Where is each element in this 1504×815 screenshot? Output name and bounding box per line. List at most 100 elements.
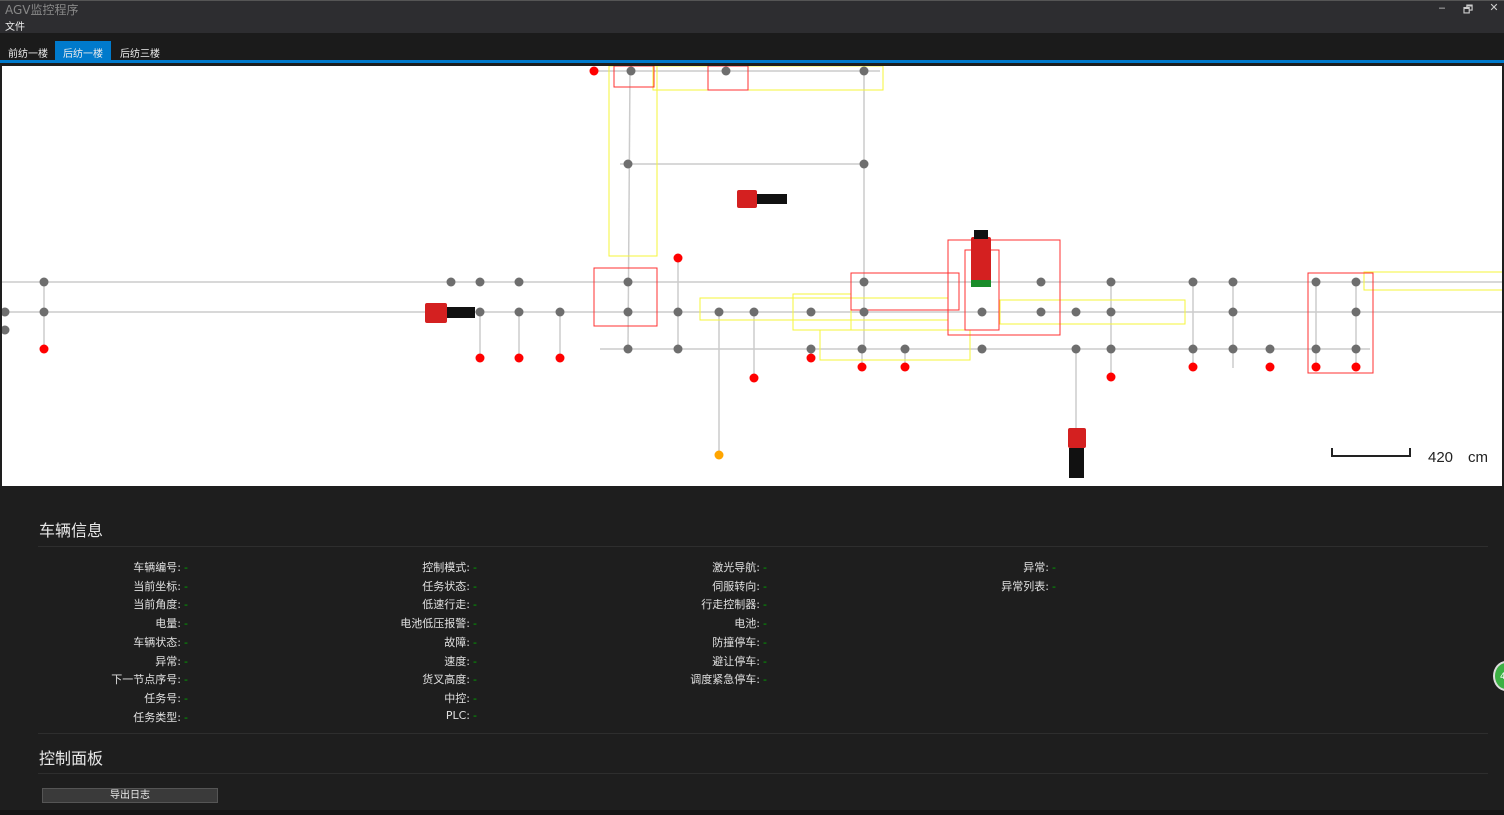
map-node[interactable] bbox=[1351, 344, 1361, 354]
map-node[interactable] bbox=[806, 307, 816, 317]
map-node[interactable] bbox=[673, 344, 683, 354]
map-node[interactable] bbox=[514, 353, 524, 363]
map-node[interactable] bbox=[623, 307, 633, 317]
map-node[interactable] bbox=[1036, 277, 1046, 287]
field-value: - bbox=[763, 579, 767, 593]
field-label: 速度: bbox=[444, 654, 470, 668]
agv-fork[interactable] bbox=[1069, 448, 1084, 478]
field-label: 避让停车: bbox=[712, 654, 760, 668]
map-node[interactable] bbox=[1188, 344, 1198, 354]
map-node[interactable] bbox=[806, 353, 816, 363]
map-node[interactable] bbox=[1106, 277, 1116, 287]
map-node[interactable] bbox=[859, 159, 869, 169]
zone-yellow bbox=[819, 329, 971, 361]
agv-map[interactable] bbox=[2, 66, 1502, 486]
map-node[interactable] bbox=[1228, 277, 1238, 287]
map-node[interactable] bbox=[749, 373, 759, 383]
map-node[interactable] bbox=[589, 66, 599, 76]
field-value: - bbox=[1052, 579, 1056, 593]
map-node[interactable] bbox=[749, 307, 759, 317]
tab-floor-2[interactable]: 后纺一楼 bbox=[55, 41, 111, 60]
field-label: 故障: bbox=[444, 635, 470, 649]
info-field: 任务类型: - bbox=[61, 709, 188, 725]
agv-status-indicator[interactable] bbox=[971, 280, 991, 287]
map-node[interactable] bbox=[1228, 307, 1238, 317]
map-node[interactable] bbox=[977, 344, 987, 354]
map-node[interactable] bbox=[2, 325, 10, 335]
map-node[interactable] bbox=[1188, 362, 1198, 372]
map-node[interactable] bbox=[514, 277, 524, 287]
map-node[interactable] bbox=[623, 344, 633, 354]
map-node[interactable] bbox=[673, 307, 683, 317]
map-node[interactable] bbox=[977, 307, 987, 317]
map-node[interactable] bbox=[1311, 344, 1321, 354]
info-field: 伺服转向: - bbox=[640, 578, 767, 594]
map-node[interactable] bbox=[673, 253, 683, 263]
agv-fork[interactable] bbox=[447, 307, 475, 318]
map-node[interactable] bbox=[714, 450, 724, 460]
map-node[interactable] bbox=[39, 344, 49, 354]
field-value: - bbox=[473, 654, 477, 668]
map-node[interactable] bbox=[1351, 277, 1361, 287]
map-node[interactable] bbox=[900, 344, 910, 354]
map-node[interactable] bbox=[2, 307, 10, 317]
map-node[interactable] bbox=[721, 66, 731, 76]
agv-vehicle[interactable] bbox=[1068, 428, 1086, 448]
map-node[interactable] bbox=[859, 66, 869, 76]
map-node[interactable] bbox=[475, 353, 485, 363]
agv-vehicle[interactable] bbox=[737, 190, 757, 208]
map-node[interactable] bbox=[514, 307, 524, 317]
map-node[interactable] bbox=[39, 277, 49, 287]
map-node[interactable] bbox=[1188, 277, 1198, 287]
field-value: - bbox=[763, 635, 767, 649]
field-label: 下一节点序号: bbox=[111, 673, 181, 687]
tab-floor-3[interactable]: 后纺三楼 bbox=[120, 49, 160, 60]
map-node[interactable] bbox=[900, 362, 910, 372]
map-node[interactable] bbox=[626, 66, 636, 76]
map-node[interactable] bbox=[1351, 362, 1361, 372]
map-node[interactable] bbox=[857, 344, 867, 354]
agv-vehicle[interactable] bbox=[425, 303, 447, 323]
map-node[interactable] bbox=[475, 307, 485, 317]
map-node[interactable] bbox=[555, 307, 565, 317]
map-node[interactable] bbox=[1071, 344, 1081, 354]
map-node[interactable] bbox=[1036, 307, 1046, 317]
info-field: 车辆编号: - bbox=[61, 559, 188, 575]
agv-vehicle[interactable] bbox=[971, 237, 991, 287]
map-node[interactable] bbox=[555, 353, 565, 363]
map-node[interactable] bbox=[1071, 307, 1081, 317]
field-value: - bbox=[473, 598, 477, 612]
minimize-button[interactable]: ‒ bbox=[1438, 1, 1446, 14]
map-node[interactable] bbox=[859, 277, 869, 287]
map-node[interactable] bbox=[1228, 344, 1238, 354]
field-label: 异常: bbox=[155, 654, 181, 668]
map-node[interactable] bbox=[1351, 307, 1361, 317]
scale-unit: cm bbox=[1468, 449, 1488, 466]
map-node[interactable] bbox=[623, 277, 633, 287]
map-node[interactable] bbox=[1106, 372, 1116, 382]
map-node[interactable] bbox=[1106, 344, 1116, 354]
map-node[interactable] bbox=[623, 159, 633, 169]
floating-badge[interactable]: 4 bbox=[1493, 661, 1504, 691]
map-node[interactable] bbox=[1265, 362, 1275, 372]
field-value: - bbox=[184, 635, 188, 649]
map-node[interactable] bbox=[857, 362, 867, 372]
map-node[interactable] bbox=[39, 307, 49, 317]
map-canvas[interactable] bbox=[2, 66, 1502, 486]
map-node[interactable] bbox=[446, 277, 456, 287]
menu-file[interactable]: 文件 bbox=[5, 22, 25, 33]
map-node[interactable] bbox=[1311, 277, 1321, 287]
map-node[interactable] bbox=[859, 307, 869, 317]
tab-floor-1[interactable]: 前纺一楼 bbox=[8, 49, 48, 60]
map-node[interactable] bbox=[714, 307, 724, 317]
agv-fork[interactable] bbox=[757, 194, 787, 204]
restore-button[interactable]: 🗗 bbox=[1462, 3, 1474, 16]
map-node[interactable] bbox=[806, 344, 816, 354]
agv-fork[interactable] bbox=[974, 230, 988, 239]
map-node[interactable] bbox=[1265, 344, 1275, 354]
close-button[interactable]: ✕ bbox=[1489, 1, 1499, 14]
map-node[interactable] bbox=[1106, 307, 1116, 317]
map-node[interactable] bbox=[475, 277, 485, 287]
map-node[interactable] bbox=[1311, 362, 1321, 372]
export-log-button[interactable]: 导出日志 bbox=[42, 788, 218, 803]
